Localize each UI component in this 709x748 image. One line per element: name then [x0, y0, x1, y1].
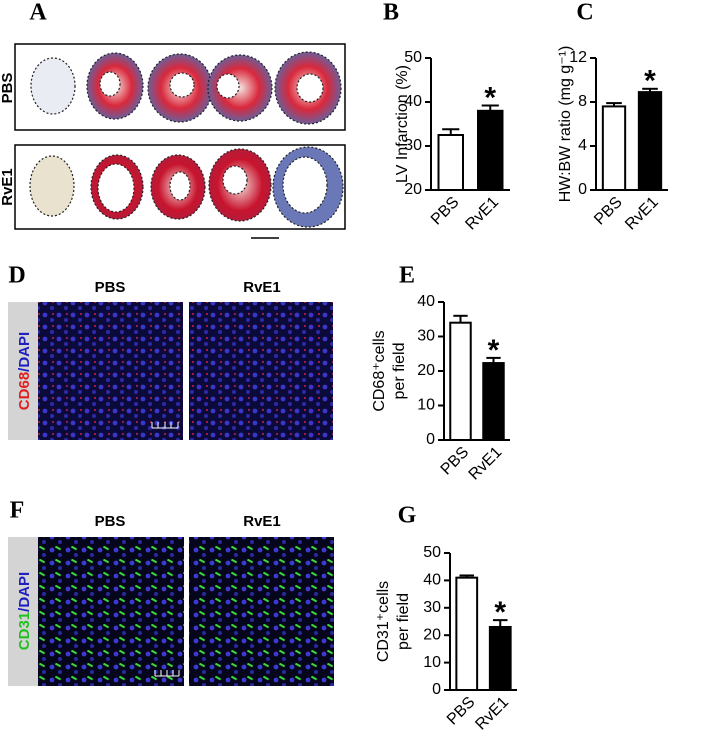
column-label: RvE1	[243, 279, 281, 296]
column-label: PBS	[95, 279, 126, 296]
label-strip	[8, 537, 38, 686]
stain-label: CD31/DAPI	[16, 572, 33, 650]
row-frame	[14, 144, 346, 230]
row-label: RvE1	[0, 168, 16, 206]
y-tick-label: 40	[423, 572, 441, 589]
micrograph	[38, 302, 183, 440]
y-tick-label: 20	[423, 626, 441, 643]
bar	[601, 105, 627, 191]
x-tick-label: RvE1	[622, 194, 662, 234]
y-tick-label: 50	[404, 49, 422, 66]
scale-bar	[151, 422, 179, 429]
y-tick-label: 4	[578, 137, 587, 154]
y-axis-label: per field	[391, 343, 408, 400]
stain-blue: /DAPI	[16, 332, 33, 372]
y-tick-label: 0	[432, 681, 441, 698]
stain-green: CD31	[16, 612, 33, 650]
x-tick-label: PBS	[428, 194, 463, 229]
bar	[455, 576, 479, 691]
y-axis-label: HW:BW ratio (mg g⁻¹)	[557, 46, 574, 203]
y-axis-label: LV Infarction (%)	[394, 65, 411, 183]
y-tick-label: 12	[569, 49, 587, 66]
panel-letter: A	[29, 0, 47, 26]
significance-mark: *	[488, 334, 500, 367]
y-tick-label: 0	[578, 181, 587, 198]
stain-red: CD68	[16, 372, 33, 410]
y-tick-label: 8	[578, 93, 587, 110]
panel-letter: F	[10, 498, 25, 524]
y-tick-label: 20	[417, 362, 435, 379]
significance-mark: *	[494, 596, 506, 629]
panel-letter: E	[399, 263, 415, 289]
x-tick-label: RvE1	[462, 194, 502, 234]
panel-letter: B	[383, 0, 399, 26]
y-tick-label: 10	[423, 654, 441, 671]
micrograph	[189, 537, 334, 686]
y-axis-label: CD31⁺cells	[375, 581, 392, 662]
stain-blue: /DAPI	[16, 572, 33, 612]
x-tick-label: RvE1	[466, 444, 506, 484]
label-strip	[8, 302, 38, 440]
bar	[637, 91, 663, 191]
row-label: PBS	[0, 73, 16, 104]
y-axis-label: CD68⁺cells	[371, 330, 388, 411]
panel-letter: D	[8, 263, 25, 289]
column-label: PBS	[95, 513, 126, 530]
y-axis-label: per field	[395, 593, 412, 650]
y-tick-label: 30	[423, 599, 441, 616]
panel-letter: C	[576, 0, 593, 26]
scale-bar	[154, 670, 180, 677]
bar	[488, 625, 512, 691]
bar	[482, 362, 505, 441]
heart-slices	[29, 51, 344, 228]
column-label: RvE1	[243, 513, 281, 530]
y-tick-label: 40	[404, 93, 422, 110]
significance-mark: *	[644, 65, 656, 98]
stain-label: CD68/DAPI	[16, 332, 33, 410]
panel-letter: G	[398, 503, 417, 529]
y-tick-label: 30	[404, 137, 422, 154]
y-tick-label: 50	[423, 544, 441, 561]
x-tick-label: PBS	[591, 194, 626, 229]
bar	[437, 134, 464, 191]
y-tick-label: 0	[426, 431, 435, 448]
row-frame	[14, 43, 346, 131]
y-tick-label: 30	[417, 328, 435, 345]
bar	[477, 109, 504, 191]
y-tick-label: 40	[417, 293, 435, 310]
bar	[449, 321, 472, 442]
x-tick-label: RvE1	[472, 694, 512, 734]
significance-mark: *	[484, 81, 496, 114]
micrograph	[189, 302, 333, 440]
micrograph	[38, 537, 184, 686]
y-tick-label: 10	[417, 397, 435, 414]
y-tick-label: 20	[404, 181, 422, 198]
